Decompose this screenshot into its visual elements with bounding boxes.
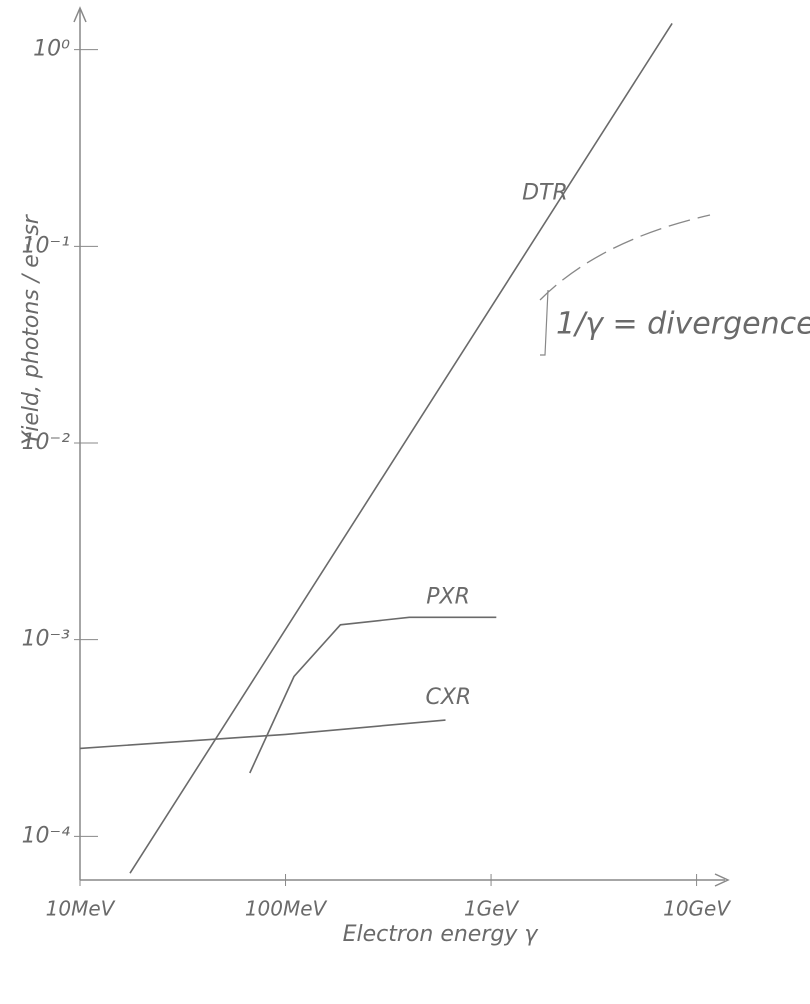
chart: 1/γ = divergence Electron energy γ Yield… [0,0,810,1004]
series-label: CXR [425,685,471,710]
x-tick-label: 1GeV [464,897,520,921]
annotation: 1/γ = divergence [556,307,810,342]
x-tick-label: 10MeV [46,897,116,921]
y-tick-label: 10⁻⁴ [22,823,71,848]
x-tick-label: 10GeV [663,897,731,921]
series-line [130,23,672,873]
x-axis-title: Electron energy γ [343,922,539,947]
y-tick-label: 10⁻² [22,430,71,455]
y-tick-label: 10⁻³ [22,627,71,652]
y-tick-label: 10⁰ [33,37,70,62]
series-label: PXR [426,584,470,609]
y-tick-label: 10⁻¹ [22,233,70,258]
x-tick-label: 100MeV [245,897,328,921]
divergence-curve [540,215,710,300]
divergence-marker [540,290,548,355]
page: 1/γ = divergence Electron energy γ Yield… [0,0,810,1004]
series-label: DTR [522,180,568,205]
